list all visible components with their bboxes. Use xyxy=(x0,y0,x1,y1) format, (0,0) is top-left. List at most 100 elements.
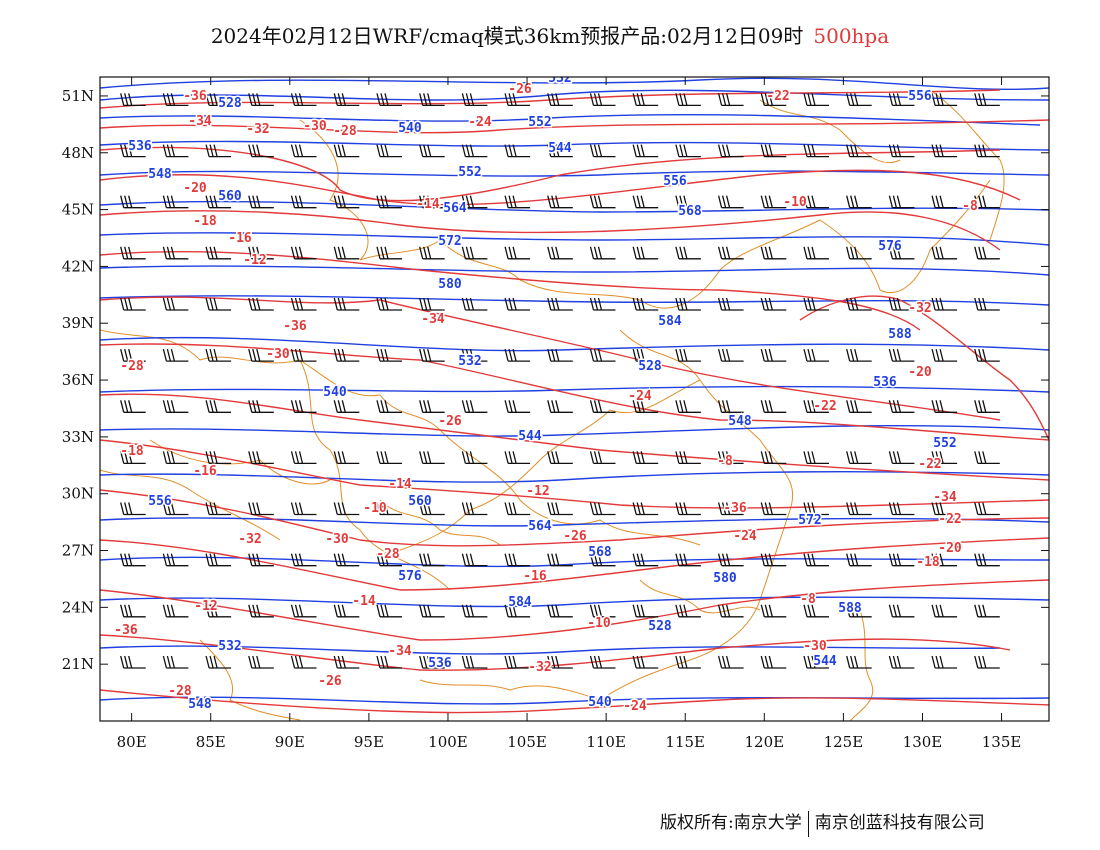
temperature-contour xyxy=(100,579,1049,641)
boundary-line xyxy=(439,429,701,546)
wind-barb-tick xyxy=(807,604,812,617)
wind-barb-tick xyxy=(128,246,133,259)
boundary-line xyxy=(439,239,521,281)
wind-barb-tick xyxy=(675,93,680,106)
wind-barb-tick xyxy=(811,297,816,311)
wind-barb-tick xyxy=(465,348,471,362)
temperature-label: -26 xyxy=(438,414,462,429)
wind-barb-tick xyxy=(978,502,983,515)
height-contour xyxy=(100,645,1001,655)
wind-barb-tick xyxy=(679,93,684,106)
wind-barb xyxy=(162,655,189,669)
wind-barb xyxy=(162,502,189,516)
wind-barb-tick xyxy=(337,195,342,208)
wind-barb-tick xyxy=(209,655,214,669)
height-label: 540 xyxy=(323,385,347,400)
wind-barb-tick xyxy=(888,400,894,413)
x-tick-label: 95E xyxy=(354,733,384,751)
wind-barb-tick xyxy=(256,502,261,515)
wind-barb-tick xyxy=(683,553,688,566)
wind-barb-tick xyxy=(760,348,765,362)
wind-barb-tick xyxy=(205,144,210,157)
wind-barb-tick xyxy=(547,297,552,311)
wind-barb-tick xyxy=(931,451,936,464)
temperature-label: -20 xyxy=(938,541,962,556)
temperature-label: -34 xyxy=(188,114,212,129)
wind-barb-tick xyxy=(337,297,342,311)
wind-barb xyxy=(461,655,488,669)
wind-barb-tick xyxy=(640,553,645,566)
temperature-label: -36 xyxy=(114,623,138,638)
wind-barb xyxy=(888,246,915,260)
wind-barb-tick xyxy=(764,400,769,413)
wind-barb-tick xyxy=(807,195,812,208)
wind-barb-tick xyxy=(982,502,987,515)
wind-barb xyxy=(376,246,402,260)
wind-barb xyxy=(290,553,317,567)
wind-barb-tick xyxy=(939,246,944,259)
boundary-line xyxy=(100,329,441,431)
wind-barb-tick xyxy=(811,451,816,464)
wind-barb-tick xyxy=(120,297,125,311)
wind-barb-tick xyxy=(846,655,851,669)
wind-barb-tick xyxy=(807,144,812,157)
wind-barb-tick xyxy=(721,195,727,208)
wind-barb-tick xyxy=(593,195,599,208)
wind-barb-tick xyxy=(384,604,389,617)
temperature-contour xyxy=(100,689,1049,714)
wind-barb xyxy=(419,451,445,465)
wind-barb-tick xyxy=(632,655,637,669)
wind-barb-tick xyxy=(939,348,944,362)
wind-barb-tick xyxy=(593,246,599,259)
wind-barb-tick xyxy=(384,195,389,208)
wind-barb-tick xyxy=(337,348,342,362)
wind-barb-tick xyxy=(760,553,765,566)
wind-barb-tick xyxy=(423,195,428,208)
boundary-line xyxy=(299,119,441,261)
height-label: 556 xyxy=(663,174,687,189)
wind-barb-tick xyxy=(974,655,979,669)
wind-barb xyxy=(675,451,701,465)
wind-barb-tick xyxy=(640,604,645,617)
wind-barb-tick xyxy=(341,655,346,669)
wind-barb-tick xyxy=(120,451,125,464)
wind-barb xyxy=(205,195,232,209)
wind-barb-tick xyxy=(423,348,428,362)
wind-barb-tick xyxy=(803,655,808,669)
wind-barb xyxy=(461,502,488,516)
wind-barb-tick xyxy=(854,195,859,208)
wind-barb xyxy=(162,348,189,362)
temperature-contour xyxy=(100,393,1049,481)
wind-barb-tick xyxy=(248,144,253,157)
wind-barb-tick xyxy=(213,400,218,413)
height-label: 540 xyxy=(588,695,612,710)
title-level: 500hpa xyxy=(813,24,890,48)
wind-barb-tick xyxy=(640,655,645,669)
wind-barb-tick xyxy=(166,655,172,669)
y-tick-label: 36N xyxy=(62,371,94,389)
wind-barb-tick xyxy=(419,400,424,413)
wind-barb-tick xyxy=(205,246,210,259)
wind-barb-tick xyxy=(632,297,637,311)
x-tick-label: 120E xyxy=(745,733,785,751)
wind-barb-tick xyxy=(508,297,513,311)
y-tick-label: 27N xyxy=(62,542,94,560)
wind-barb xyxy=(888,604,915,618)
wind-barb-tick xyxy=(768,604,773,617)
wind-barb-tick xyxy=(469,195,475,208)
wind-barb-tick xyxy=(256,655,261,669)
wind-barb-tick xyxy=(931,502,936,515)
wind-barb xyxy=(888,297,915,311)
wind-barb xyxy=(376,553,402,567)
wind-barb-tick xyxy=(846,604,851,617)
height-label: 564 xyxy=(443,201,467,216)
wind-barb-tick xyxy=(683,297,688,311)
wind-barb xyxy=(120,93,146,107)
wind-barb xyxy=(333,502,360,516)
wind-barb-tick xyxy=(679,502,684,515)
wind-barb-tick xyxy=(589,400,595,413)
x-tick-label: 100E xyxy=(428,733,468,751)
wind-barb-tick xyxy=(854,502,859,515)
wind-barb-tick xyxy=(376,502,381,515)
wind-barb-tick xyxy=(333,553,338,566)
